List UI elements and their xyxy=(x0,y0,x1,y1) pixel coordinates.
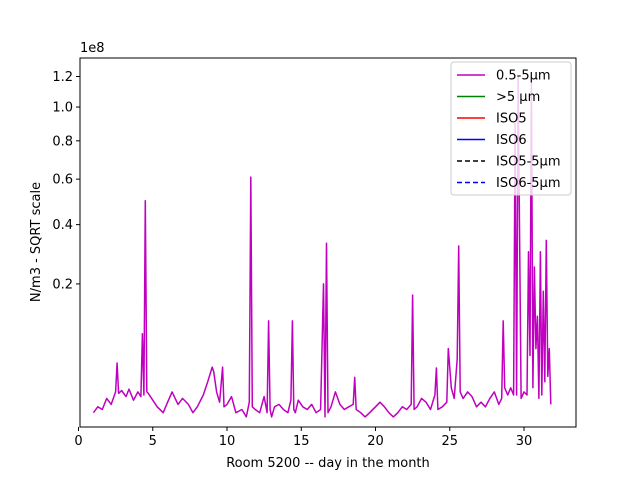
x-tick-label: 0 xyxy=(74,434,82,449)
legend: 0.5-5µm >5 µm ISO5 ISO6 ISO5-5µm ISO6-5µm xyxy=(450,61,572,196)
y-tick-label: 0.8 xyxy=(52,134,73,149)
y-tick-label: 0.6 xyxy=(52,173,73,188)
axes-frame xyxy=(79,57,577,428)
x-tick-label: 25 xyxy=(441,434,458,449)
y-tick-label: 0.2 xyxy=(52,277,73,292)
y-tick-label: 0.4 xyxy=(52,218,73,233)
legend-entry: ISO5 xyxy=(496,112,527,127)
y-tick-label: 1.0 xyxy=(52,101,73,116)
legend-entry: ISO5-5µm xyxy=(496,155,561,170)
legend-entry: 0.5-5µm xyxy=(496,69,551,84)
series-line-1 xyxy=(92,75,552,418)
plot-content xyxy=(92,75,552,418)
x-tick-label: 30 xyxy=(516,434,533,449)
x-tick-label: 20 xyxy=(367,434,384,449)
x-axis: 0 5 10 15 20 25 30 xyxy=(74,427,532,449)
legend-entry: ISO6-5µm xyxy=(496,176,561,191)
x-axis-label: Room 5200 -- day in the month xyxy=(226,456,430,471)
legend-entry: ISO6 xyxy=(496,133,527,148)
x-tick-label: 10 xyxy=(219,434,236,449)
y-tick-label: 1.2 xyxy=(52,70,73,85)
legend-entry: >5 µm xyxy=(496,90,540,105)
y-axis: 0.2 0.4 0.6 0.8 1.0 1.2 xyxy=(52,70,80,292)
x-tick-label: 15 xyxy=(293,434,310,449)
y-offset-label: 1e8 xyxy=(80,41,105,56)
y-axis-label: N/m3 - SQRT scale xyxy=(29,182,44,302)
x-tick-label: 5 xyxy=(149,434,157,449)
